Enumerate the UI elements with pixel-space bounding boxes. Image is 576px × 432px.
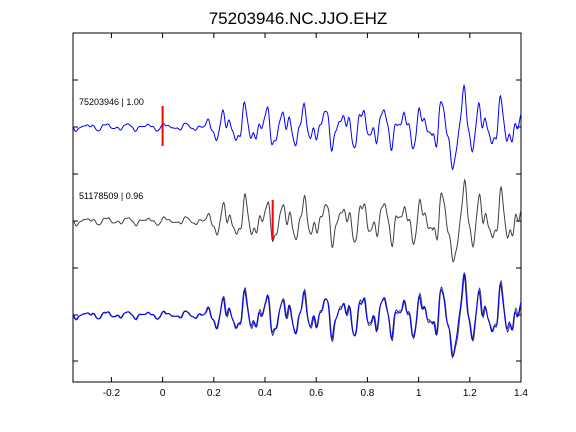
x-axis-ticks: -0.2 0 0.2 0.4 0.6 0.8 1 1.2 1.4 — [103, 33, 528, 399]
traces-group — [72, 83, 522, 359]
trace-2-line — [72, 178, 522, 263]
trace-label-1: 75203946 | 1.00 — [79, 97, 144, 107]
chart-title: 75203946.NC.JJO.EHZ — [209, 9, 388, 28]
x-tick-label: 0.8 — [360, 388, 374, 399]
x-tick-label: 0 — [160, 388, 166, 399]
trace-1-line — [72, 83, 522, 171]
plot-frame — [72, 32, 522, 383]
x-tick-label: 0.2 — [207, 388, 221, 399]
x-tick-label: 0.4 — [258, 388, 272, 399]
x-tick-label: 1.2 — [463, 388, 477, 399]
x-tick-label: -0.2 — [103, 388, 121, 399]
overlay-blue-line — [72, 271, 522, 359]
x-tick-label: 1.4 — [514, 388, 528, 399]
x-tick-label: 0.6 — [309, 388, 323, 399]
x-tick-label: 1 — [416, 388, 422, 399]
trace-label-2: 51178509 | 0.96 — [79, 191, 143, 201]
